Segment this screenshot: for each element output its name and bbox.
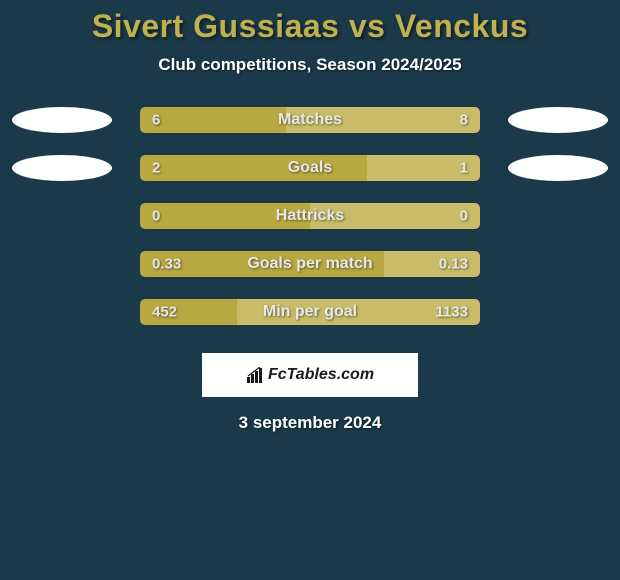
stat-bar: 6 Matches 8 <box>140 107 480 133</box>
stat-bar: 0.33 Goals per match 0.13 <box>140 251 480 277</box>
stat-label: Matches <box>278 111 342 129</box>
bar-left-segment <box>140 155 367 181</box>
bar-left-segment <box>140 107 286 133</box>
page-title: Sivert Gussiaas vs Venckus <box>0 8 620 45</box>
stat-bar: 452 Min per goal 1133 <box>140 299 480 325</box>
stat-row: 0.33 Goals per match 0.13 <box>0 251 620 277</box>
brand-box: FcTables.com <box>202 353 418 397</box>
stat-right-value: 0 <box>460 208 468 225</box>
brand-chart-icon <box>246 367 264 383</box>
stat-bar: 0 Hattricks 0 <box>140 203 480 229</box>
stat-left-value: 6 <box>152 112 160 129</box>
stat-left-value: 2 <box>152 160 160 177</box>
stat-label: Hattricks <box>276 207 344 225</box>
stat-bar: 2 Goals 1 <box>140 155 480 181</box>
stat-right-value: 8 <box>460 112 468 129</box>
stat-right-value: 0.13 <box>439 256 468 273</box>
stat-label: Goals per match <box>247 255 372 273</box>
stat-left-value: 0 <box>152 208 160 225</box>
ellipse-right <box>508 155 608 181</box>
ellipse-left <box>12 155 112 181</box>
stat-row: 6 Matches 8 <box>0 107 620 133</box>
stat-left-value: 0.33 <box>152 256 181 273</box>
ellipse-left <box>12 107 112 133</box>
stat-row: 2 Goals 1 <box>0 155 620 181</box>
stat-left-value: 452 <box>152 304 177 321</box>
stat-right-value: 1 <box>460 160 468 177</box>
stat-row: 0 Hattricks 0 <box>0 203 620 229</box>
stat-label: Goals <box>288 159 332 177</box>
page-subtitle: Club competitions, Season 2024/2025 <box>0 55 620 75</box>
comparison-chart: Sivert Gussiaas vs Venckus Club competit… <box>0 0 620 433</box>
brand-text: FcTables.com <box>268 366 374 384</box>
ellipse-right <box>508 107 608 133</box>
stat-right-value: 1133 <box>435 304 468 321</box>
stat-row: 452 Min per goal 1133 <box>0 299 620 325</box>
stats-rows-container: 6 Matches 8 2 Goals 1 0 Hattricks 0 0.33 Goals per… <box>0 107 620 325</box>
stat-label: Min per goal <box>263 303 357 321</box>
date-text: 3 september 2024 <box>0 413 620 433</box>
